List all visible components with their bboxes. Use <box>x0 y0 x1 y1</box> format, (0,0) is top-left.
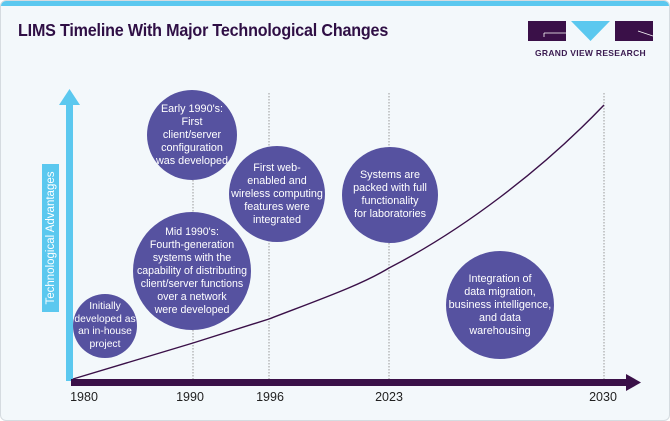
milestone-bubble-early-1990s: Early 1990's: First client/server config… <box>147 90 237 180</box>
milestone-bubble-2030: Integration of data migration, business … <box>446 251 554 359</box>
y-axis-bar <box>66 101 73 381</box>
year-label-2030: 2030 <box>589 390 617 404</box>
x-axis-bar <box>71 379 627 386</box>
milestone-bubble-1996: First web- enabled and wireless computin… <box>229 146 325 242</box>
year-label-1996: 1996 <box>256 390 284 404</box>
year-label-1990: 1990 <box>176 390 204 404</box>
logo-text: GRAND VIEW RESEARCH <box>534 48 646 58</box>
y-axis-arrowhead <box>59 89 80 105</box>
y-axis-label: Technological Advantages <box>45 171 57 305</box>
page-title: LIMS Timeline With Major Technological C… <box>18 20 389 40</box>
x-axis-arrowhead <box>626 374 641 391</box>
logo-block-left <box>528 21 566 41</box>
year-label-1980: 1980 <box>70 390 98 404</box>
logo-triangle <box>571 21 610 41</box>
growth-curve <box>72 104 605 380</box>
year-label-2023: 2023 <box>375 390 403 404</box>
logo-block-right <box>615 21 653 41</box>
top-accent-bar <box>1 1 669 6</box>
milestone-bubble-mid-1990s: Mid 1990's: Fourth-generation systems wi… <box>133 212 251 330</box>
milestone-bubble-2023: Systems are packed with full functionali… <box>342 147 438 243</box>
grand-view-research-logo <box>528 21 653 41</box>
y-axis-label-box <box>42 164 59 312</box>
milestone-bubble-1980: Initially developed as an in-house proje… <box>73 294 137 358</box>
